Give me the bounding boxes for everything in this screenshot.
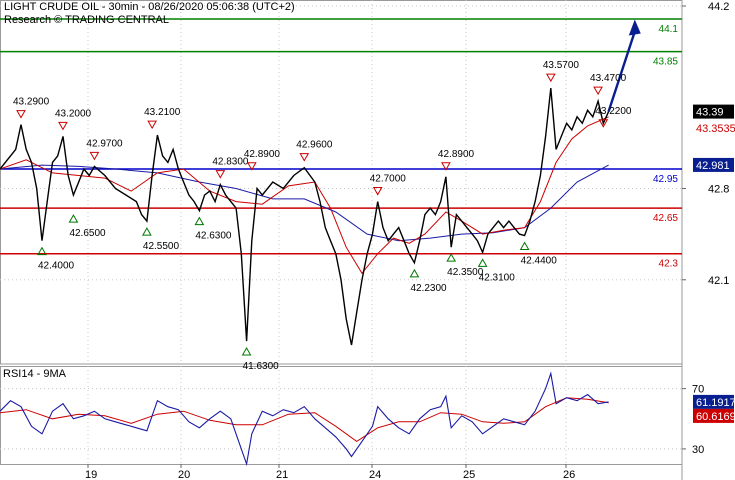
swing-high-marker: [16, 110, 26, 119]
rsi-ma-value-box: [693, 408, 734, 423]
x-tick-label: 19: [85, 469, 97, 480]
x-tick-label: 25: [463, 469, 475, 480]
swing-high-marker: [372, 187, 383, 196]
swing-high-label: 42.9600: [296, 140, 333, 151]
y-tick-label: 42.1: [708, 275, 729, 287]
swing-high-marker: [545, 73, 556, 83]
fast-ma-badge: 43.3535: [696, 123, 735, 135]
swing-low-marker: [37, 246, 47, 256]
swing-high-marker: [598, 119, 609, 128]
swing-low-marker: [519, 241, 530, 250]
swing-low-label: 42.5500: [143, 241, 180, 252]
rsi-title: RSI14 - 9MA: [3, 368, 66, 380]
y-tick-label: 42.8: [708, 184, 729, 196]
swing-high-label: 43.4700: [590, 73, 627, 84]
swing-high-marker: [299, 153, 310, 162]
swing-high-marker: [58, 121, 68, 131]
rsi-ma-line: [0, 397, 609, 443]
swing-low-marker: [241, 347, 252, 356]
rsi-value-badge: 61.1917: [696, 397, 735, 409]
x-tick-label: 26: [563, 469, 575, 480]
swing-high-label: 43.2000: [55, 108, 92, 119]
swing-low-label: 42.6300: [195, 231, 232, 242]
swing-low-marker: [446, 253, 457, 262]
swing-low-label: 42.6500: [69, 228, 106, 239]
swing-low-marker: [409, 268, 420, 278]
forecast-arrow-head: [628, 19, 641, 36]
x-tick-label: 21: [276, 469, 288, 480]
fast-ma-badge-box: [693, 121, 734, 136]
forecast-arrow-shaft: [607, 31, 636, 112]
swing-high-label: 43.2900: [13, 97, 50, 108]
chart-source: Research © TRADING CENTRAL: [4, 14, 169, 26]
swing-high-label: 43.2200: [595, 106, 632, 117]
level-label: 42.3: [659, 259, 679, 270]
swing-low-label: 42.3500: [447, 267, 484, 278]
swing-high-label: 42.8900: [244, 149, 281, 160]
swing-low-label: 41.6300: [243, 361, 280, 372]
x-tick-label: 20: [178, 469, 190, 480]
price-line: [0, 88, 610, 346]
swing-high-label: 42.9700: [86, 138, 123, 149]
swing-low-label: 42.2300: [410, 283, 447, 294]
swing-low-marker: [68, 214, 79, 223]
last-price-badge: 43.39: [696, 107, 724, 119]
swing-high-marker: [593, 86, 603, 96]
swing-high-marker: [89, 151, 100, 161]
level-label: 42.95: [653, 174, 678, 185]
swing-high-label: 42.8900: [438, 149, 475, 160]
swing-high-label: 42.7000: [370, 174, 407, 185]
swing-high-marker: [441, 162, 451, 171]
last-price-badge-box: [693, 104, 734, 119]
fast-ma-line: [0, 116, 609, 275]
swing-low-label: 42.4000: [38, 261, 75, 272]
swing-high-marker: [246, 162, 257, 171]
pivot-price-badge-box: [693, 157, 734, 172]
swing-high-label: 43.2100: [144, 107, 181, 118]
level-label: 42.65: [653, 213, 678, 224]
swing-high-label: 43.5700: [543, 60, 580, 71]
y-tick-label: 44.2: [708, 1, 729, 13]
swing-high-marker: [147, 120, 158, 130]
level-label: 43.85: [653, 57, 678, 68]
chart-title: LIGHT CRUDE OIL - 30min - 08/26/2020 05:…: [4, 1, 295, 13]
swing-low-marker: [194, 216, 205, 226]
swing-high-marker: [215, 170, 226, 179]
rsi-value-box: [693, 394, 734, 409]
pivot-price-badge: 42.981: [696, 160, 730, 172]
x-tick-label: 24: [369, 469, 381, 480]
price-panel-frame: [0, 0, 683, 365]
swing-high-label: 42.8300: [212, 157, 249, 168]
swing-low-marker: [142, 227, 152, 236]
rsi-ma-value-badge: 60.6169: [696, 411, 735, 423]
level-label: 44.1: [659, 24, 679, 35]
swing-low-label: 42.4400: [521, 255, 558, 266]
rsi-line: [0, 371, 609, 467]
swing-low-label: 42.3100: [479, 272, 516, 283]
swing-low-marker: [477, 258, 488, 267]
rsi-y-tick-label: 70: [692, 384, 704, 396]
rsi-y-tick-label: 30: [692, 444, 704, 456]
